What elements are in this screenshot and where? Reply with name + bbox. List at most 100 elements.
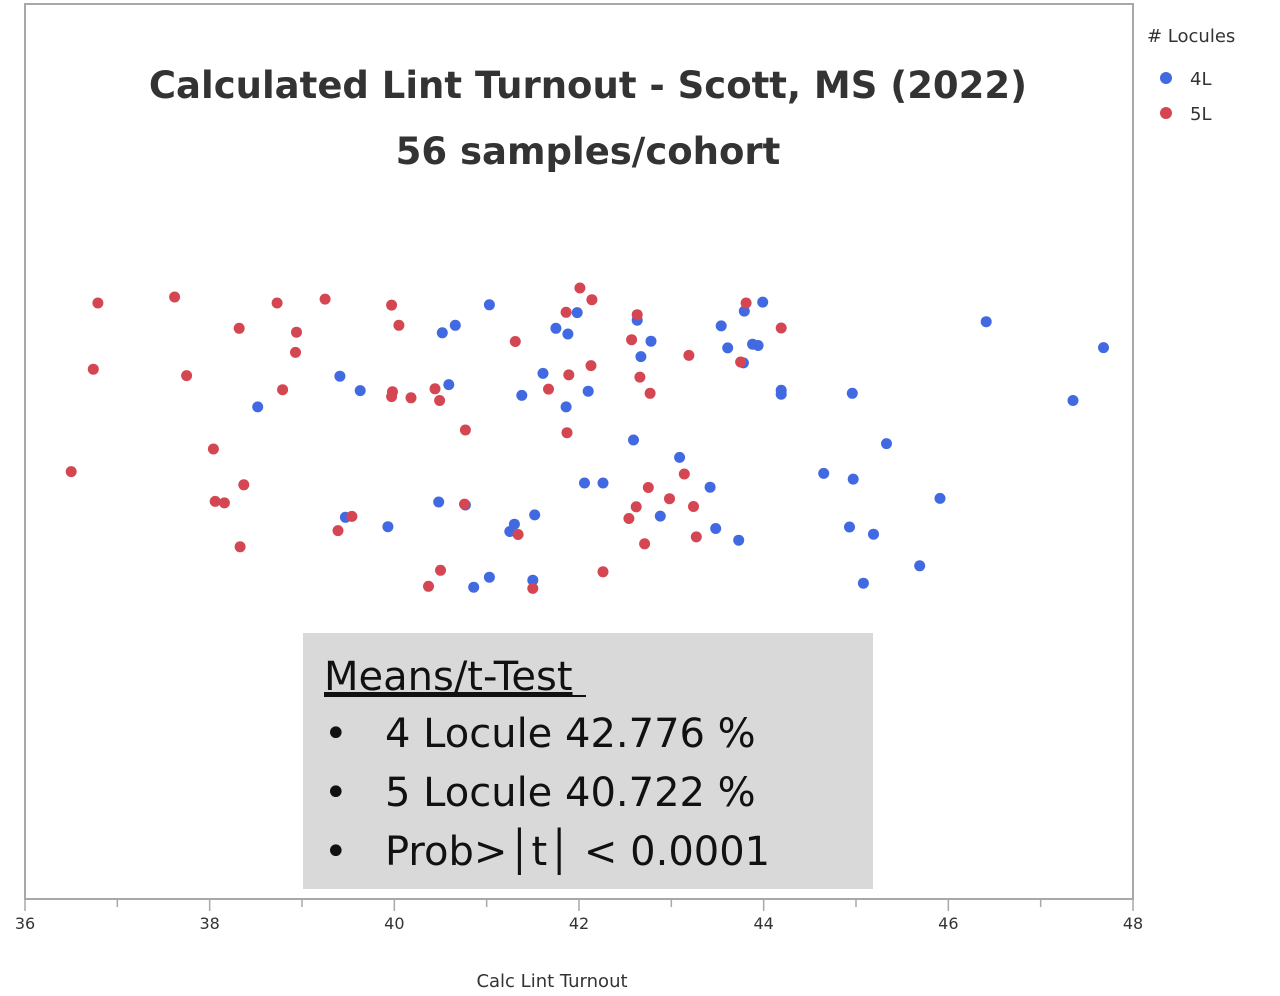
- point-5l-23: [423, 580, 434, 592]
- x-tick-label-46: 46: [938, 914, 958, 933]
- point-5l-12: [277, 384, 289, 396]
- point-5l-46: [642, 482, 654, 493]
- point-5l-26: [435, 564, 446, 576]
- point-4l-36: [733, 534, 745, 546]
- x-axis-label: Calc Lint Turnout: [476, 971, 627, 992]
- point-5l-18: [386, 299, 398, 311]
- point-5l-49: [678, 468, 690, 480]
- point-5l-38: [586, 294, 598, 306]
- legend-marker-4l: [1160, 72, 1172, 84]
- x-tick-label-44: 44: [753, 914, 773, 933]
- legend-label-5l: 5L: [1190, 104, 1211, 125]
- x-tick-label-42: 42: [569, 914, 589, 933]
- point-5l-39: [597, 566, 609, 578]
- point-4l-33: [710, 523, 722, 534]
- stats-heading: Means/t-Test: [324, 654, 573, 700]
- point-5l-17: [346, 510, 358, 522]
- point-4l-40: [752, 340, 764, 351]
- point-5l-9: [234, 541, 246, 553]
- stats-box: Means/t-Test • 4 Locule 42.776 % • 5 Loc…: [303, 633, 873, 889]
- point-4l-24: [582, 385, 594, 397]
- point-4l-28: [635, 351, 647, 363]
- point-4l-43: [775, 388, 787, 400]
- x-tick-label-38: 38: [199, 914, 219, 933]
- point-4l-46: [846, 387, 858, 399]
- x-tick-label-40: 40: [384, 914, 404, 933]
- point-4l-16: [527, 574, 539, 586]
- point-5l-10: [238, 479, 250, 491]
- point-4l-6: [433, 496, 445, 508]
- point-5l-13: [290, 346, 301, 358]
- point-5l-0: [65, 466, 77, 478]
- point-4l-17: [529, 509, 541, 521]
- point-5l-11: [271, 297, 283, 309]
- point-4l-54: [1067, 395, 1079, 406]
- point-5l-21: [393, 319, 405, 331]
- x-axis-ticks: 36 38 40 42 44 46 48: [15, 899, 1143, 933]
- point-5l-30: [512, 529, 524, 540]
- point-5l-50: [683, 349, 695, 361]
- point-4l-2: [354, 385, 366, 397]
- point-5l-52: [690, 531, 702, 543]
- point-5l-40: [623, 513, 635, 524]
- point-4l-11: [483, 299, 495, 311]
- point-5l-54: [740, 297, 752, 309]
- point-4l-51: [914, 560, 926, 572]
- point-5l-35: [563, 369, 575, 381]
- point-4l-30: [654, 510, 666, 522]
- legend-marker-5l: [1160, 107, 1172, 119]
- point-4l-44: [818, 467, 830, 479]
- legend-label-4l: 4L: [1190, 69, 1211, 90]
- point-4l-18: [537, 367, 549, 379]
- point-4l-31: [674, 451, 686, 463]
- point-5l-44: [634, 371, 646, 383]
- point-5l-1: [87, 363, 99, 375]
- point-4l-52: [934, 492, 946, 504]
- point-5l-37: [585, 360, 597, 372]
- point-5l-2: [92, 297, 104, 309]
- point-4l-10: [468, 581, 480, 593]
- stats-item-5-locule: 5 Locule 40.722 %: [385, 770, 756, 816]
- point-5l-31: [527, 582, 539, 594]
- stats-item-prob: Prob>│t│ < 0.0001: [385, 827, 770, 875]
- point-4l-22: [571, 307, 583, 319]
- point-5l-51: [688, 501, 699, 512]
- point-4l-14: [508, 518, 520, 530]
- point-5l-5: [207, 443, 219, 455]
- point-5l-4: [181, 370, 193, 382]
- point-4l-7: [443, 379, 455, 391]
- point-4l-1: [334, 370, 346, 382]
- series-5l: [65, 282, 787, 594]
- point-4l-47: [847, 473, 859, 485]
- point-4l-15: [516, 389, 528, 401]
- point-5l-15: [319, 293, 331, 305]
- point-5l-36: [574, 282, 586, 294]
- point-4l-5: [436, 327, 448, 339]
- point-4l-48: [857, 577, 869, 589]
- point-5l-6: [209, 495, 221, 507]
- legend-title: # Locules: [1147, 26, 1235, 47]
- point-4l-50: [881, 438, 892, 450]
- stats-bullet-2: •: [324, 770, 348, 816]
- point-4l-34: [715, 320, 727, 332]
- point-4l-55: [1098, 342, 1109, 354]
- point-4l-26: [628, 434, 639, 446]
- point-4l-4: [382, 521, 394, 533]
- point-4l-29: [645, 335, 657, 347]
- x-tick-label-36: 36: [15, 914, 35, 933]
- chart-title: Calculated Lint Turnout - Scott, MS (202…: [149, 64, 1027, 107]
- point-4l-12: [483, 571, 495, 583]
- point-5l-27: [459, 498, 470, 510]
- point-4l-21: [562, 328, 574, 340]
- x-axis: 36 38 40 42 44 46 48: [15, 898, 1143, 933]
- point-4l-45: [844, 521, 855, 533]
- point-5l-24: [429, 383, 441, 395]
- stats-item-4-locule: 4 Locule 42.776 %: [385, 711, 756, 757]
- point-5l-32: [543, 383, 554, 395]
- point-5l-42: [630, 501, 642, 513]
- point-5l-16: [332, 525, 344, 537]
- point-5l-43: [631, 309, 643, 321]
- point-4l-25: [597, 477, 609, 489]
- stats-bullet-1: •: [324, 711, 348, 757]
